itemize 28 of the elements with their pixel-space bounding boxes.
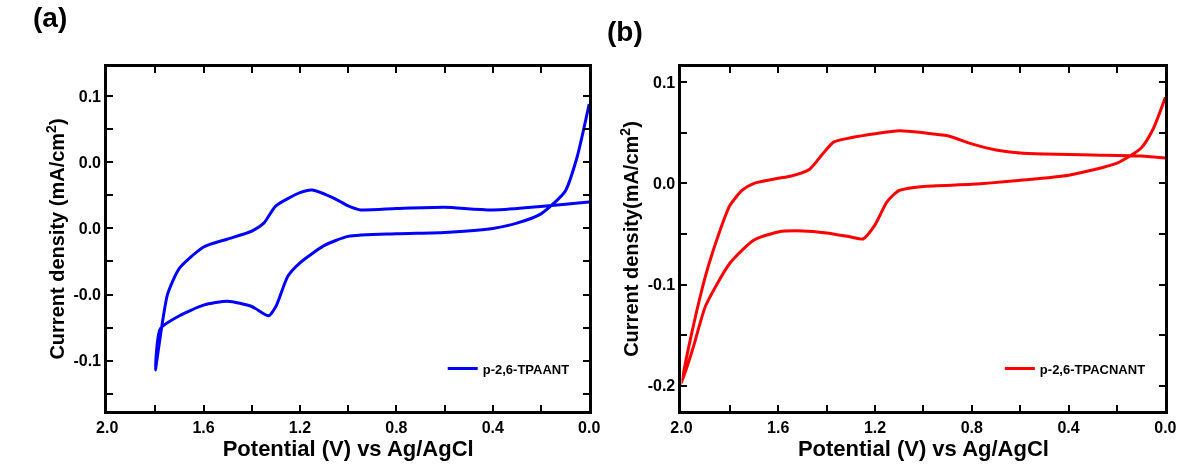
line-series: [681, 95, 1166, 386]
x-tick-label: 1.6: [767, 419, 790, 437]
x-tick-label: 0.0: [1154, 419, 1177, 437]
y-tick-label: 0.0: [78, 153, 102, 171]
legend-label: p-2,6-TPACNANT: [1039, 361, 1146, 377]
x-tick-label: 2.0: [670, 419, 693, 437]
y-tick-label: 0.0: [653, 174, 676, 192]
x-tick-label: 0.4: [481, 419, 504, 437]
y-tick-label: -0.0: [73, 286, 102, 304]
x-tick-label: 1.6: [192, 419, 215, 437]
x-tick-label: 1.2: [863, 419, 887, 437]
y-tick-label: -0.1: [647, 276, 676, 294]
x-tick-label: 2.0: [96, 419, 119, 437]
x-tick-label: 0.8: [960, 419, 984, 437]
x-axis-title: Potential (V) vs Ag/AgCl: [797, 436, 1049, 462]
chart-title: (b): [607, 16, 643, 47]
y-tick-label: 0.0: [78, 220, 102, 238]
y-tick-label: 0.1: [653, 73, 676, 91]
y-tick-label: -0.2: [647, 377, 676, 395]
x-tick-label: 1.2: [288, 419, 312, 437]
y-tick-label: -0.1: [73, 352, 102, 370]
chart-title: (a): [33, 2, 68, 33]
x-tick-label: 0.4: [1057, 419, 1080, 437]
x-tick-label: 0.0: [578, 419, 601, 437]
y-tick-label: 0.1: [78, 87, 102, 105]
legend-label: p-2,6-TPAANT: [482, 361, 570, 377]
x-tick-label: 0.8: [385, 419, 408, 437]
x-axis-title: Potential (V) vs Ag/AgCl: [222, 436, 474, 462]
